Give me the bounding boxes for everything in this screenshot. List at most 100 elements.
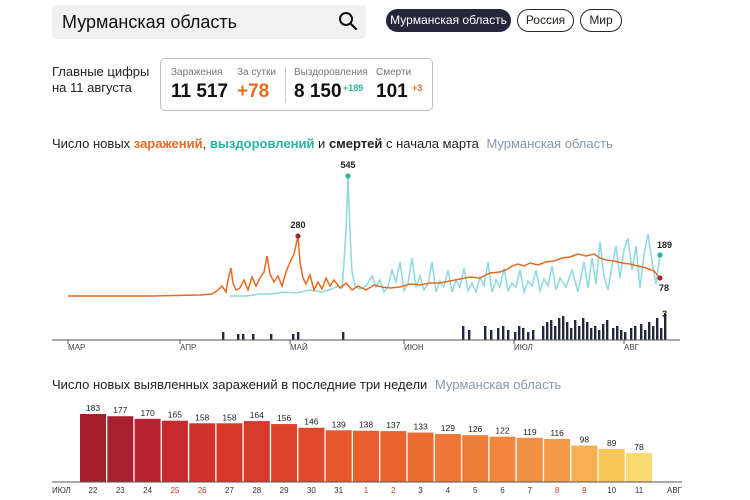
deaths-caption: Смерти bbox=[376, 67, 412, 78]
bar-value-label: 164 bbox=[250, 410, 264, 420]
bar-value-label: 177 bbox=[113, 405, 127, 415]
bar bbox=[434, 434, 461, 482]
bar-category-label: 27 bbox=[225, 486, 234, 495]
bar-value-label: 165 bbox=[168, 410, 182, 420]
bar bbox=[243, 421, 270, 482]
death-bar bbox=[656, 318, 659, 340]
bar-value-label: 133 bbox=[414, 422, 428, 432]
infections-value: 11 517 bbox=[171, 81, 229, 102]
death-bar bbox=[630, 328, 633, 340]
bar bbox=[407, 432, 434, 482]
tab-russia[interactable]: Россия bbox=[517, 9, 574, 32]
death-bar bbox=[570, 328, 573, 340]
deaths-delta: +3 bbox=[412, 83, 423, 93]
chart1-region: Мурманская область bbox=[486, 136, 613, 151]
bar-value-label: 158 bbox=[195, 412, 209, 422]
death-bar bbox=[484, 326, 487, 340]
death-bar bbox=[616, 326, 619, 340]
death-bar bbox=[462, 326, 465, 340]
death-bar bbox=[648, 322, 651, 340]
chart1-title-infections: заражений bbox=[133, 136, 203, 151]
month-label: ИЮН bbox=[404, 343, 424, 352]
month-label: АПР bbox=[180, 343, 196, 352]
bar-category-label: 26 bbox=[198, 486, 207, 495]
bar bbox=[489, 436, 516, 482]
bar-category-label: 31 bbox=[334, 486, 343, 495]
bar-category-label: 28 bbox=[252, 486, 261, 495]
tab-murmansk[interactable]: Мурманская область bbox=[386, 9, 511, 32]
search-icon[interactable] bbox=[338, 11, 358, 31]
death-bar bbox=[652, 326, 655, 340]
recoveries-series-line bbox=[230, 175, 661, 297]
death-bar bbox=[574, 320, 577, 340]
death-bar bbox=[602, 324, 605, 340]
annotation-label: 189 bbox=[657, 240, 672, 250]
month-label-end: АВГ bbox=[667, 486, 683, 495]
chart1-title-sep1: , bbox=[202, 136, 210, 151]
bar bbox=[353, 430, 379, 482]
bar-category-label: 22 bbox=[89, 486, 98, 495]
annotation-dot bbox=[295, 233, 301, 239]
deaths-annotation-label: 3 bbox=[662, 309, 667, 319]
bar-value-label: 137 bbox=[386, 420, 400, 430]
bar-category-label: 4 bbox=[446, 486, 451, 495]
summary-stats: Заражения 11 517 За сутки +78 Выздоровле… bbox=[160, 58, 433, 111]
death-bar bbox=[342, 332, 345, 340]
death-bar bbox=[624, 332, 627, 340]
annotation-label: 545 bbox=[340, 160, 355, 170]
bar-value-label: 98 bbox=[580, 435, 590, 445]
death-bar bbox=[598, 330, 601, 340]
death-bar bbox=[546, 322, 549, 340]
death-bar bbox=[660, 328, 663, 340]
bar-category-label: 9 bbox=[582, 486, 587, 495]
death-bar bbox=[490, 330, 493, 340]
bar-value-label: 89 bbox=[607, 438, 617, 448]
death-bar bbox=[527, 332, 530, 340]
month-label: МАЙ bbox=[290, 343, 308, 352]
bar-value-label: 183 bbox=[86, 403, 100, 413]
death-bar bbox=[562, 316, 565, 340]
death-bar bbox=[532, 330, 535, 340]
recoveries-value: 8 150 bbox=[294, 81, 342, 102]
chart1-title-sep2: и bbox=[314, 136, 329, 151]
death-bar bbox=[620, 330, 623, 340]
month-label-start: ИЮЛ bbox=[52, 486, 71, 495]
bar bbox=[189, 423, 216, 482]
bar bbox=[544, 438, 571, 482]
summary-label: Главные цифры на 11 августа bbox=[52, 64, 157, 96]
stats-divider bbox=[285, 67, 286, 103]
bar bbox=[80, 414, 106, 482]
bar-value-label: 116 bbox=[550, 428, 564, 438]
bar-value-label: 122 bbox=[495, 426, 509, 436]
death-bar bbox=[514, 332, 517, 340]
bar-value-label: 119 bbox=[523, 427, 537, 437]
bar-category-label: 5 bbox=[473, 486, 478, 495]
bar-category-label: 10 bbox=[607, 486, 616, 495]
bar-category-label: 30 bbox=[307, 486, 316, 495]
chart1-title-recoveries: выздоровлений bbox=[209, 136, 315, 151]
death-bar bbox=[222, 332, 225, 340]
bar bbox=[571, 445, 598, 482]
death-bar bbox=[664, 314, 667, 340]
tab-world[interactable]: Мир bbox=[580, 9, 622, 32]
death-bar bbox=[518, 326, 521, 340]
infections-caption: Заражения bbox=[171, 67, 223, 78]
bar bbox=[298, 427, 325, 482]
chart2-title: Число новых выявленных заражений в после… bbox=[52, 377, 561, 392]
annotation-dot bbox=[657, 252, 663, 258]
search-value: Мурманская область bbox=[62, 12, 238, 32]
death-bar bbox=[252, 334, 255, 340]
death-bar bbox=[634, 326, 637, 340]
search-input[interactable]: Мурманская область bbox=[52, 5, 366, 39]
bar-category-label: 8 bbox=[555, 486, 560, 495]
bar-category-label: 7 bbox=[528, 486, 533, 495]
death-bar bbox=[270, 334, 273, 340]
death-bar bbox=[522, 328, 525, 340]
annotation-label: 280 bbox=[290, 220, 305, 230]
bar bbox=[325, 430, 352, 482]
death-bar bbox=[297, 332, 300, 340]
bar-category-label: 25 bbox=[170, 486, 179, 495]
month-label: МАР bbox=[68, 343, 85, 352]
bar bbox=[462, 435, 489, 482]
chart2-region: Мурманская область bbox=[434, 377, 562, 392]
